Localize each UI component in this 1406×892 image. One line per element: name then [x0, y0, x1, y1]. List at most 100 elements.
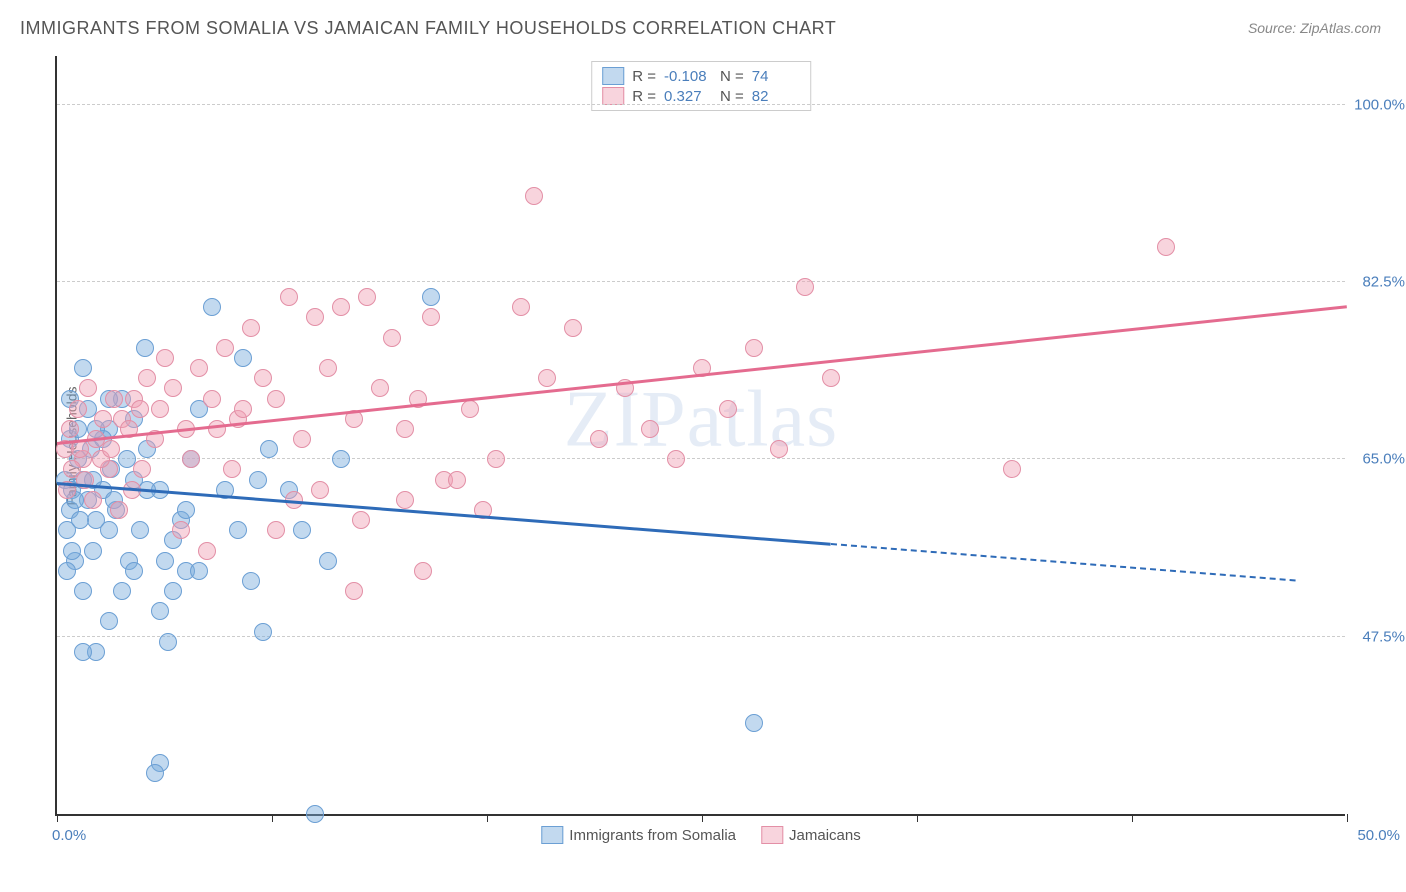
swatch-series1: [602, 67, 624, 85]
data-point: [448, 471, 466, 489]
data-point: [190, 562, 208, 580]
gridline: [57, 636, 1345, 637]
stat-r-value-2: 0.327: [664, 88, 712, 105]
data-point: [667, 450, 685, 468]
data-point: [223, 460, 241, 478]
data-point: [164, 379, 182, 397]
data-point: [203, 390, 221, 408]
data-point: [74, 359, 92, 377]
data-point: [280, 288, 298, 306]
stats-row-series1: R = -0.108 N = 74: [602, 66, 800, 86]
data-point: [177, 501, 195, 519]
data-point: [306, 308, 324, 326]
data-point: [113, 582, 131, 600]
data-point: [216, 339, 234, 357]
x-tick: [487, 814, 488, 822]
data-point: [396, 420, 414, 438]
data-point: [136, 339, 154, 357]
data-point: [100, 612, 118, 630]
legend-label-2: Jamaicans: [789, 827, 861, 844]
data-point: [414, 562, 432, 580]
data-point: [641, 420, 659, 438]
stat-r-label: R =: [632, 68, 656, 85]
data-point: [538, 369, 556, 387]
data-point: [138, 369, 156, 387]
source-value: ZipAtlas.com: [1300, 20, 1381, 36]
data-point: [156, 552, 174, 570]
data-point: [164, 582, 182, 600]
source-label: Source:: [1248, 20, 1300, 36]
data-point: [74, 582, 92, 600]
data-point: [822, 369, 840, 387]
data-point: [234, 400, 252, 418]
data-point: [71, 511, 89, 529]
data-point: [110, 501, 128, 519]
data-point: [590, 430, 608, 448]
data-point: [203, 298, 221, 316]
legend-swatch-1: [541, 826, 563, 844]
x-tick: [272, 814, 273, 822]
stat-r-value-1: -0.108: [664, 68, 712, 85]
data-point: [260, 440, 278, 458]
gridline: [57, 458, 1345, 459]
data-point: [69, 400, 87, 418]
x-tick: [702, 814, 703, 822]
data-point: [172, 521, 190, 539]
data-point: [525, 187, 543, 205]
stat-n-label2: N =: [720, 88, 744, 105]
data-point: [146, 764, 164, 782]
data-point: [422, 288, 440, 306]
x-tick: [57, 814, 58, 822]
legend-item-2: Jamaicans: [761, 826, 861, 844]
data-point: [719, 400, 737, 418]
data-point: [131, 400, 149, 418]
data-point: [1157, 238, 1175, 256]
y-tick-label: 100.0%: [1354, 96, 1405, 113]
data-point: [71, 440, 89, 458]
data-point: [105, 390, 123, 408]
stat-n-label: N =: [720, 68, 744, 85]
data-point: [332, 450, 350, 468]
swatch-series2: [602, 87, 624, 105]
stat-n-value-2: 82: [752, 88, 800, 105]
data-point: [182, 450, 200, 468]
y-tick-label: 82.5%: [1362, 274, 1405, 291]
data-point: [84, 491, 102, 509]
data-point: [94, 410, 112, 428]
legend-label-1: Immigrants from Somalia: [569, 827, 736, 844]
y-tick-label: 65.0%: [1362, 451, 1405, 468]
data-point: [63, 542, 81, 560]
data-point: [311, 481, 329, 499]
data-point: [332, 298, 350, 316]
data-point: [383, 329, 401, 347]
data-point: [358, 288, 376, 306]
data-point: [267, 390, 285, 408]
data-point: [125, 562, 143, 580]
data-point: [422, 308, 440, 326]
data-point: [254, 623, 272, 641]
data-point: [293, 521, 311, 539]
data-point: [371, 379, 389, 397]
data-point: [102, 440, 120, 458]
data-point: [151, 400, 169, 418]
data-point: [249, 471, 267, 489]
x-tick: [917, 814, 918, 822]
data-point: [198, 542, 216, 560]
data-point: [242, 319, 260, 337]
data-point: [796, 278, 814, 296]
data-point: [770, 440, 788, 458]
x-tick: [1132, 814, 1133, 822]
data-point: [512, 298, 530, 316]
gridline: [57, 104, 1345, 105]
data-point: [461, 400, 479, 418]
trend-line-extrapolated: [831, 543, 1296, 581]
data-point: [564, 319, 582, 337]
data-point: [151, 602, 169, 620]
data-point: [84, 542, 102, 560]
data-point: [352, 511, 370, 529]
source-attribution: Source: ZipAtlas.com: [1248, 20, 1381, 36]
x-axis-max-label: 50.0%: [1357, 827, 1400, 844]
legend: Immigrants from Somalia Jamaicans: [541, 826, 860, 844]
data-point: [156, 349, 174, 367]
data-point: [745, 714, 763, 732]
